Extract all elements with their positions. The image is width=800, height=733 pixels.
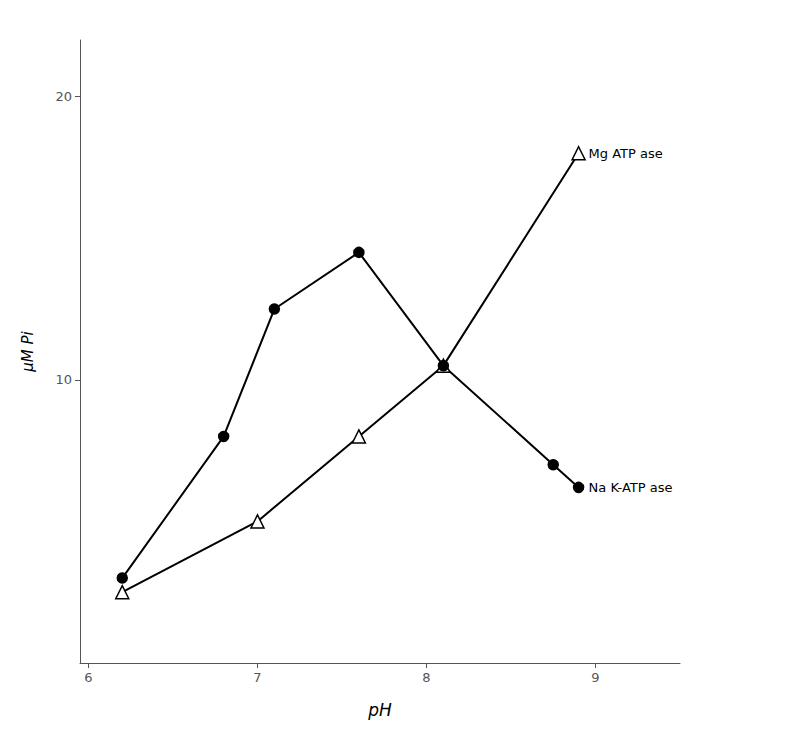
svg-text:10: 10 (55, 372, 72, 387)
svg-text:pH: pH (367, 700, 392, 720)
svg-text:Na K-ATP ase: Na K-ATP ase (589, 480, 673, 495)
svg-text:9: 9 (591, 670, 599, 685)
svg-text:6: 6 (84, 670, 92, 685)
svg-text:7: 7 (253, 670, 261, 685)
svg-text:8: 8 (422, 670, 430, 685)
svg-text:μM Pi: μM Pi (19, 330, 37, 372)
svg-text:20: 20 (55, 89, 72, 104)
svg-text:Mg ATP ase: Mg ATP ase (589, 146, 663, 161)
